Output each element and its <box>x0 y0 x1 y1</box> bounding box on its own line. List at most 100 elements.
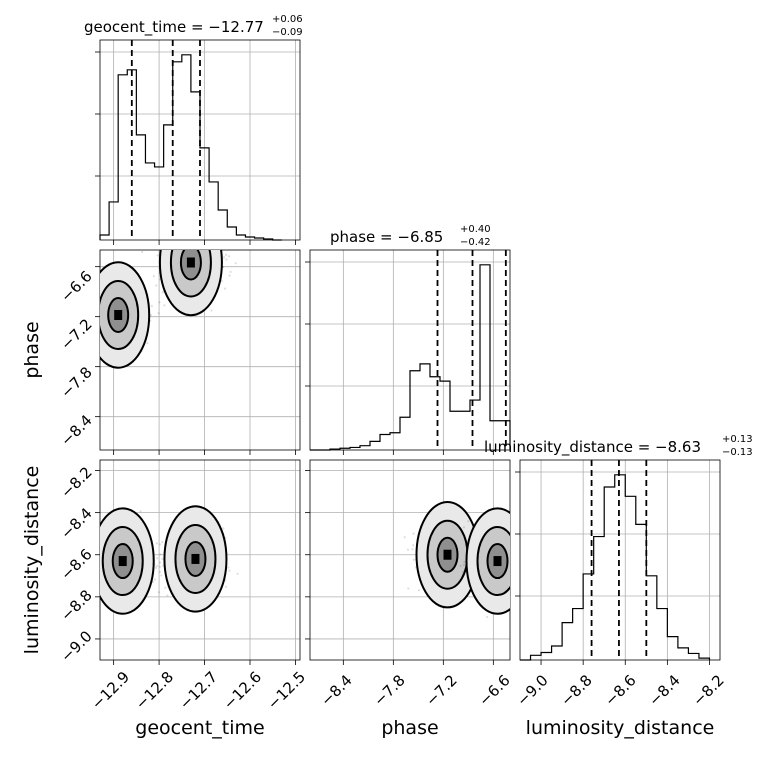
scatter-panel-geocent_time-phase <box>87 226 301 455</box>
sample-point <box>515 571 517 573</box>
sample-point <box>183 241 185 243</box>
sample-point <box>521 569 523 571</box>
contour-level <box>101 526 144 597</box>
sample-point <box>467 520 470 523</box>
sample-point <box>516 562 518 564</box>
contour-level <box>111 543 134 580</box>
sample-point <box>459 564 462 568</box>
sample-point <box>187 230 189 232</box>
sample-point <box>139 510 142 513</box>
sample-point <box>174 230 176 232</box>
sample-point <box>199 247 201 249</box>
contour-level <box>100 507 155 615</box>
sample-point <box>515 550 517 552</box>
scatter-area <box>403 501 539 619</box>
sample-point <box>155 566 158 569</box>
sample-point <box>174 226 176 228</box>
sample-point <box>158 565 161 568</box>
sample-point <box>514 548 516 550</box>
sample-point <box>153 563 156 566</box>
sample-point <box>515 571 517 573</box>
sample-point <box>516 554 518 556</box>
sample-point <box>96 317 98 319</box>
sample-point <box>173 241 175 243</box>
sample-point <box>512 557 514 559</box>
sample-point <box>411 548 414 551</box>
sample-point <box>511 559 513 561</box>
sample-point <box>197 247 199 249</box>
sample-point <box>191 244 193 246</box>
sample-point <box>97 550 99 552</box>
sample-point <box>91 315 93 317</box>
sample-point <box>173 240 175 242</box>
sample-point <box>174 245 176 247</box>
sample-point <box>224 287 227 290</box>
sample-point <box>513 560 515 562</box>
sample-point <box>516 544 518 546</box>
sample-point <box>510 533 512 535</box>
sample-point <box>224 585 228 588</box>
sample-point <box>407 587 410 590</box>
scatter-panel-geocent_time-luminosity_distance <box>95 459 301 665</box>
sample-point <box>515 559 517 561</box>
sample-point <box>517 543 519 545</box>
xtick-label: −8.4 <box>317 671 355 709</box>
sample-point <box>96 526 98 528</box>
sample-point <box>176 228 178 230</box>
xtick-label: −12.5 <box>264 668 309 713</box>
sample-point <box>96 308 98 310</box>
sample-point <box>461 570 464 573</box>
xtick-label: −7.2 <box>422 671 460 709</box>
sample-point <box>223 256 226 259</box>
sample-point <box>187 230 189 232</box>
contour-level <box>100 261 151 369</box>
sample-point <box>462 526 466 529</box>
sample-point <box>94 319 96 321</box>
sample-point <box>510 541 512 543</box>
xlabel-phase: phase <box>381 717 438 739</box>
contour-level <box>465 507 510 615</box>
sample-point <box>511 588 513 590</box>
sample-point <box>87 300 89 302</box>
axes-frame <box>309 249 511 451</box>
sample-point <box>206 233 208 235</box>
sample-point <box>208 241 210 243</box>
sample-point <box>537 555 539 557</box>
sample-point <box>159 561 162 564</box>
title-phase-plus: +0.40 <box>460 224 491 235</box>
sample-point <box>513 555 515 557</box>
sample-point <box>511 554 513 556</box>
sample-point <box>172 243 174 245</box>
ytick-label: −8.2 <box>57 463 95 501</box>
title-luminosity-distance: luminosity_distance = −8.63 <box>484 438 701 457</box>
sample-point <box>194 246 196 248</box>
sample-point <box>513 539 515 541</box>
sample-point <box>210 247 212 249</box>
sample-point <box>167 235 169 237</box>
sample-point <box>197 248 199 250</box>
sample-point <box>94 323 96 325</box>
sample-point <box>150 305 153 308</box>
xtick-labels-geocent-time: −12.9 −12.8 −12.7 −12.6 −12.5 <box>88 668 309 713</box>
sample-point <box>516 565 518 567</box>
sample-point <box>177 242 179 244</box>
xtick-label: −7.8 <box>370 671 408 709</box>
sample-point <box>195 241 197 243</box>
sample-point <box>512 564 514 566</box>
sample-point <box>92 316 94 318</box>
sample-point <box>532 565 534 567</box>
sample-point <box>513 580 515 582</box>
sample-point <box>164 586 167 589</box>
sample-point <box>516 562 518 564</box>
sample-point <box>403 536 406 539</box>
sample-point <box>521 576 523 578</box>
hist-panel-geocent_time <box>95 39 301 245</box>
sample-point <box>227 566 230 569</box>
sample-point <box>526 573 528 575</box>
contour-level <box>184 540 207 577</box>
sample-point <box>200 243 202 245</box>
sample-point <box>191 241 193 243</box>
sample-point <box>156 557 159 560</box>
sample-point <box>141 250 144 254</box>
contour-level <box>107 297 130 333</box>
